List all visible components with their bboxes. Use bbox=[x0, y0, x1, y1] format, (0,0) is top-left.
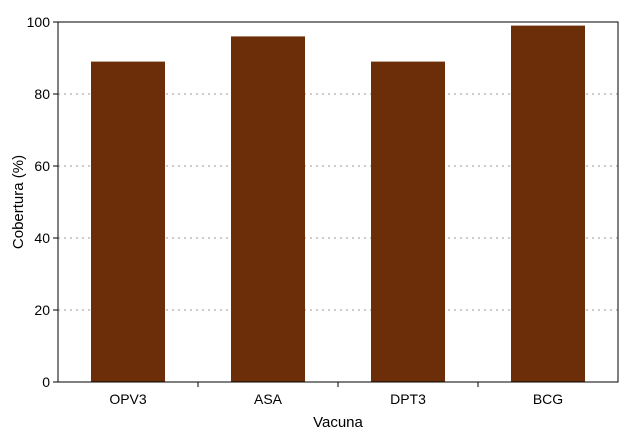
x-axis-ticks: OPV3 ASA DPT3 BCG bbox=[109, 382, 563, 407]
bar-bcg bbox=[511, 25, 585, 382]
x-tick-label: BCG bbox=[533, 391, 563, 407]
y-tick-label: 20 bbox=[34, 302, 50, 318]
bar-asa bbox=[231, 36, 305, 383]
x-tick-label: OPV3 bbox=[109, 391, 147, 407]
x-tick-label: DPT3 bbox=[390, 391, 426, 407]
y-tick-label: 0 bbox=[42, 374, 50, 390]
bar-dpt3 bbox=[371, 61, 445, 382]
y-tick-label: 100 bbox=[27, 14, 51, 30]
bars bbox=[91, 25, 585, 383]
y-axis-ticks: 0 20 40 60 80 100 bbox=[27, 14, 58, 390]
y-axis-title: Cobertura (%) bbox=[10, 155, 27, 249]
bar-opv3 bbox=[91, 61, 165, 382]
x-tick-label: ASA bbox=[254, 391, 283, 407]
x-axis-title: Vacuna bbox=[313, 414, 363, 431]
y-tick-label: 60 bbox=[34, 158, 50, 174]
y-tick-label: 40 bbox=[34, 230, 50, 246]
y-tick-label: 80 bbox=[34, 86, 50, 102]
